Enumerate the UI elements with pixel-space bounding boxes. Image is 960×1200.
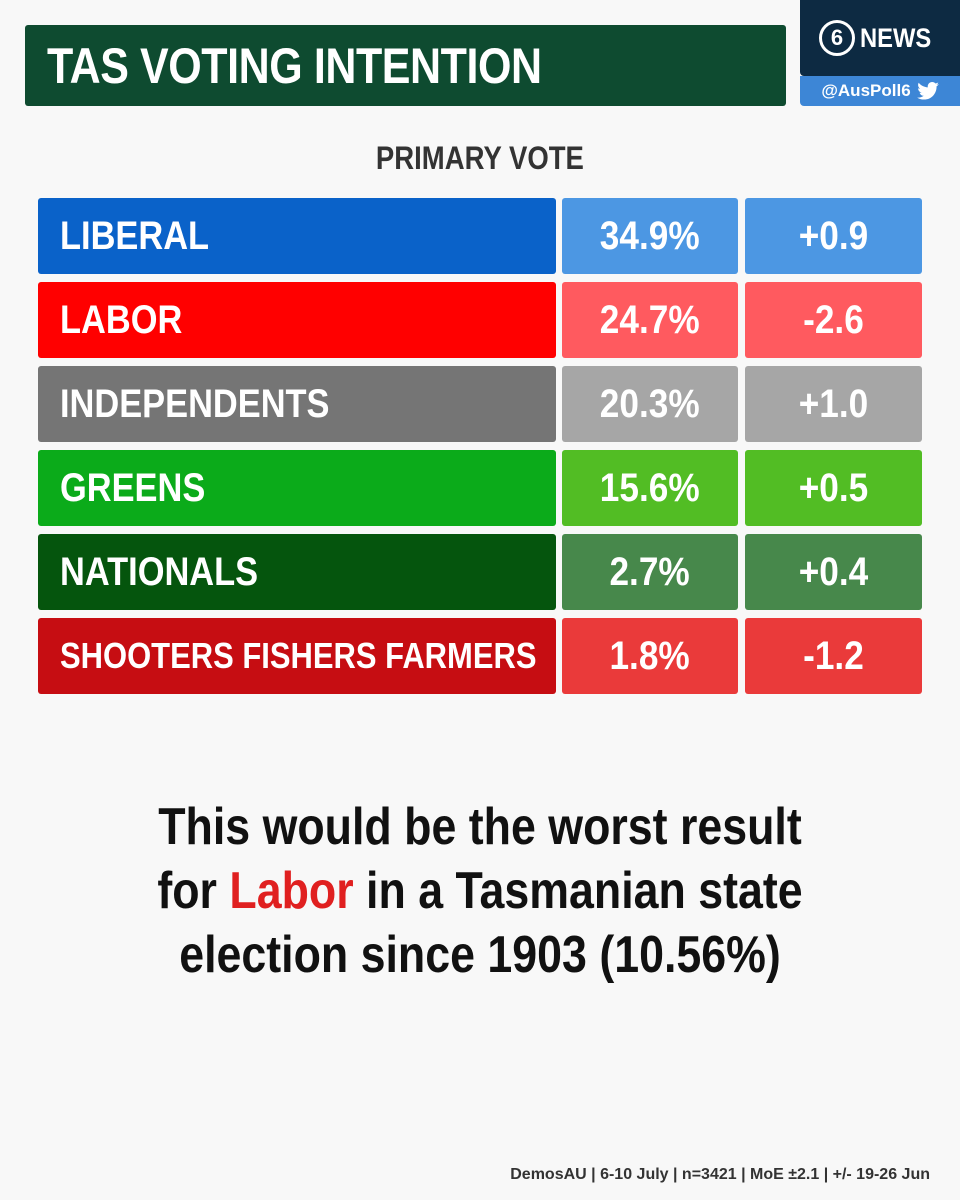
social-handle: @AusPoll6 [821,81,911,100]
vote-change-label: -2.6 [803,297,864,342]
vote-value-sff: 1.8% [562,618,738,694]
social-handle-bar: @AusPoll6 [800,76,960,106]
vote-change-sff: -1.2 [745,618,922,694]
vote-value-label: 20.3% [600,381,700,426]
vote-change-label: +0.9 [798,213,869,258]
chart-subtitle: PRIMARY VOTE [376,140,584,176]
vote-value-labor: 24.7% [562,282,738,358]
party-name-label: LIBERAL [60,213,210,258]
vote-change-nationals: +0.4 [745,534,922,610]
vote-value-label: 1.8% [609,633,691,678]
vote-value-nationals: 2.7% [562,534,738,610]
party-name-label: SHOOTERS FISHERS FARMERS [60,635,537,676]
party-name-label: NATIONALS [60,549,259,594]
party-name-sff: SHOOTERS FISHERS FARMERS [38,618,556,694]
party-name-liberal: LIBERAL [38,198,556,274]
vote-value-greens: 15.6% [562,450,738,526]
logo-number: 6 [819,20,855,56]
vote-change-independents: +1.0 [745,366,922,442]
vote-value-label: 2.7% [609,549,691,594]
vote-value-label: 24.7% [600,297,700,342]
title-banner: TAS VOTING INTENTION [25,25,786,106]
party-name-greens: GREENS [38,450,556,526]
note-line-2: for Labor in a Tasmanian state [157,862,803,920]
party-name-labor: LABOR [38,282,556,358]
vote-value-label: 34.9% [600,213,700,258]
vote-value-label: 15.6% [600,465,700,510]
news-logo: 6 NEWS [800,0,960,76]
party-name-label: GREENS [60,465,206,510]
note-highlight-labor: Labor [229,862,354,920]
vote-change-label: -1.2 [803,633,864,678]
note-line-1: This would be the worst result [158,798,802,856]
vote-change-label: +0.4 [798,549,869,594]
party-name-label: INDEPENDENTS [60,381,330,426]
party-name-label: LABOR [60,297,183,342]
vote-change-greens: +0.5 [745,450,922,526]
vote-change-liberal: +0.9 [745,198,922,274]
party-name-nationals: NATIONALS [38,534,556,610]
vote-change-label: +1.0 [798,381,869,426]
annotation-note: This would be the worst result for Labor… [0,795,960,987]
party-name-independents: INDEPENDENTS [38,366,556,442]
page-title: TAS VOTING INTENTION [47,37,542,94]
logo-block: 6 NEWS @AusPoll6 [800,0,960,106]
vote-change-label: +0.5 [798,465,869,510]
source-footer: DemosAU | 6-10 July | n=3421 | MoE ±2.1 … [510,1166,930,1183]
vote-value-liberal: 34.9% [562,198,738,274]
note-line-3: election since 1903 (10.56%) [179,926,781,984]
twitter-bird-icon [916,82,939,100]
vote-change-labor: -2.6 [745,282,922,358]
vote-value-independents: 20.3% [562,366,738,442]
logo-word: NEWS [860,22,932,53]
